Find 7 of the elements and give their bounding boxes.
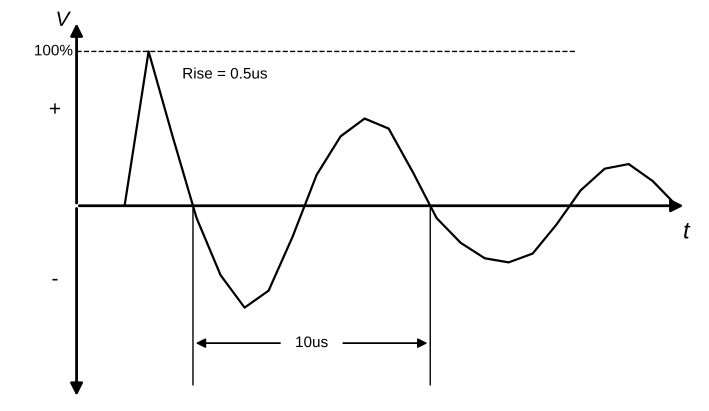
text: - [52, 278, 58, 280]
ref-line-label: 100% [35, 44, 72, 56]
annotation: Rise = 0.5us [183, 67, 267, 79]
text: 10us [296, 336, 328, 348]
text: + [50, 103, 60, 114]
y-axis-title: V [57, 12, 71, 26]
x-axis-title: t [684, 223, 690, 239]
